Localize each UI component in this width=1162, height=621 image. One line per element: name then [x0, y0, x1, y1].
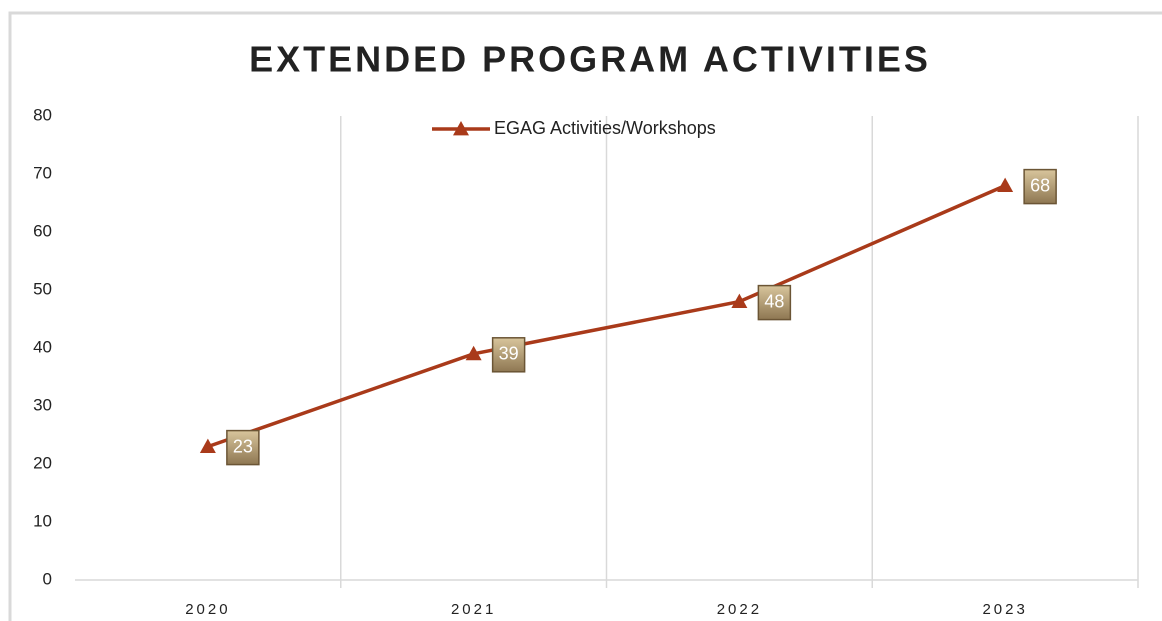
- x-tick-label: 2023: [982, 601, 1027, 618]
- y-tick-label: 40: [33, 337, 52, 356]
- legend-marker: [453, 121, 469, 136]
- y-tick-label: 50: [33, 279, 52, 298]
- marker: [731, 293, 748, 308]
- x-tick-label: 2022: [717, 601, 762, 618]
- chart-title: EXTENDED PROGRAM ACTIVITIES: [249, 39, 931, 80]
- y-tick-label: 0: [43, 569, 52, 588]
- marker: [465, 345, 482, 361]
- series-line: [207, 183, 1006, 449]
- x-tick-label: 2020: [185, 601, 230, 618]
- y-tick-label: 70: [33, 163, 52, 182]
- y-tick-label: 60: [33, 221, 52, 240]
- y-tick-label: 20: [33, 453, 52, 472]
- data-label: 39: [499, 344, 519, 364]
- data-label: 23: [233, 436, 253, 456]
- y-tick-label: 10: [33, 511, 52, 530]
- data-label: 48: [764, 291, 784, 311]
- data-label-box: [226, 429, 260, 466]
- data-label-box: [757, 284, 792, 321]
- data-label-box: [491, 337, 526, 373]
- data-label-box: [1023, 168, 1057, 205]
- data-label: 68: [1030, 175, 1050, 195]
- x-tick-label: 2021: [451, 601, 496, 618]
- y-tick-label: 80: [33, 105, 52, 124]
- y-tick-label: 30: [33, 395, 52, 414]
- chart-border: [8, 11, 1162, 621]
- marker: [199, 438, 216, 453]
- marker: [997, 177, 1014, 192]
- legend-label: EGAG Activities/Workshops: [494, 118, 716, 138]
